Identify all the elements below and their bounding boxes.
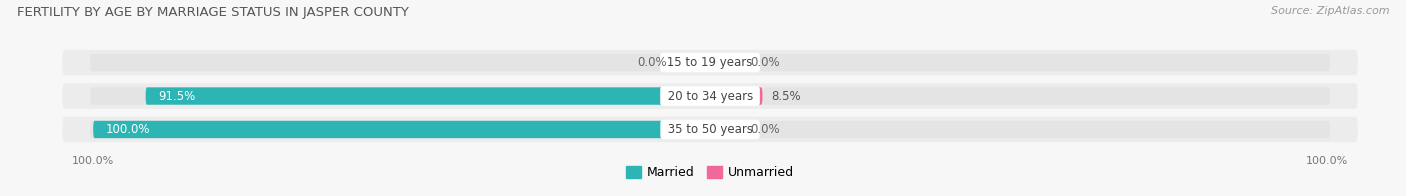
Text: 0.0%: 0.0% xyxy=(751,123,780,136)
FancyBboxPatch shape xyxy=(90,87,710,105)
FancyBboxPatch shape xyxy=(710,54,1330,71)
Text: 20 to 34 years: 20 to 34 years xyxy=(664,90,756,103)
FancyBboxPatch shape xyxy=(146,87,710,105)
Text: 35 to 50 years: 35 to 50 years xyxy=(664,123,756,136)
Text: FERTILITY BY AGE BY MARRIAGE STATUS IN JASPER COUNTY: FERTILITY BY AGE BY MARRIAGE STATUS IN J… xyxy=(17,6,409,19)
FancyBboxPatch shape xyxy=(710,54,741,71)
FancyBboxPatch shape xyxy=(90,54,710,71)
Text: 0.0%: 0.0% xyxy=(751,56,780,69)
Legend: Married, Unmarried: Married, Unmarried xyxy=(621,162,799,183)
Text: 8.5%: 8.5% xyxy=(772,90,801,103)
Text: 100.0%: 100.0% xyxy=(105,123,150,136)
FancyBboxPatch shape xyxy=(93,121,710,138)
FancyBboxPatch shape xyxy=(710,121,741,138)
FancyBboxPatch shape xyxy=(710,87,762,105)
Text: 15 to 19 years: 15 to 19 years xyxy=(664,56,756,69)
Text: 91.5%: 91.5% xyxy=(157,90,195,103)
Text: 0.0%: 0.0% xyxy=(637,56,666,69)
FancyBboxPatch shape xyxy=(62,50,1358,75)
Text: Source: ZipAtlas.com: Source: ZipAtlas.com xyxy=(1271,6,1389,16)
FancyBboxPatch shape xyxy=(710,121,1330,138)
FancyBboxPatch shape xyxy=(62,83,1358,109)
FancyBboxPatch shape xyxy=(62,117,1358,142)
FancyBboxPatch shape xyxy=(710,87,1330,105)
FancyBboxPatch shape xyxy=(90,121,710,138)
